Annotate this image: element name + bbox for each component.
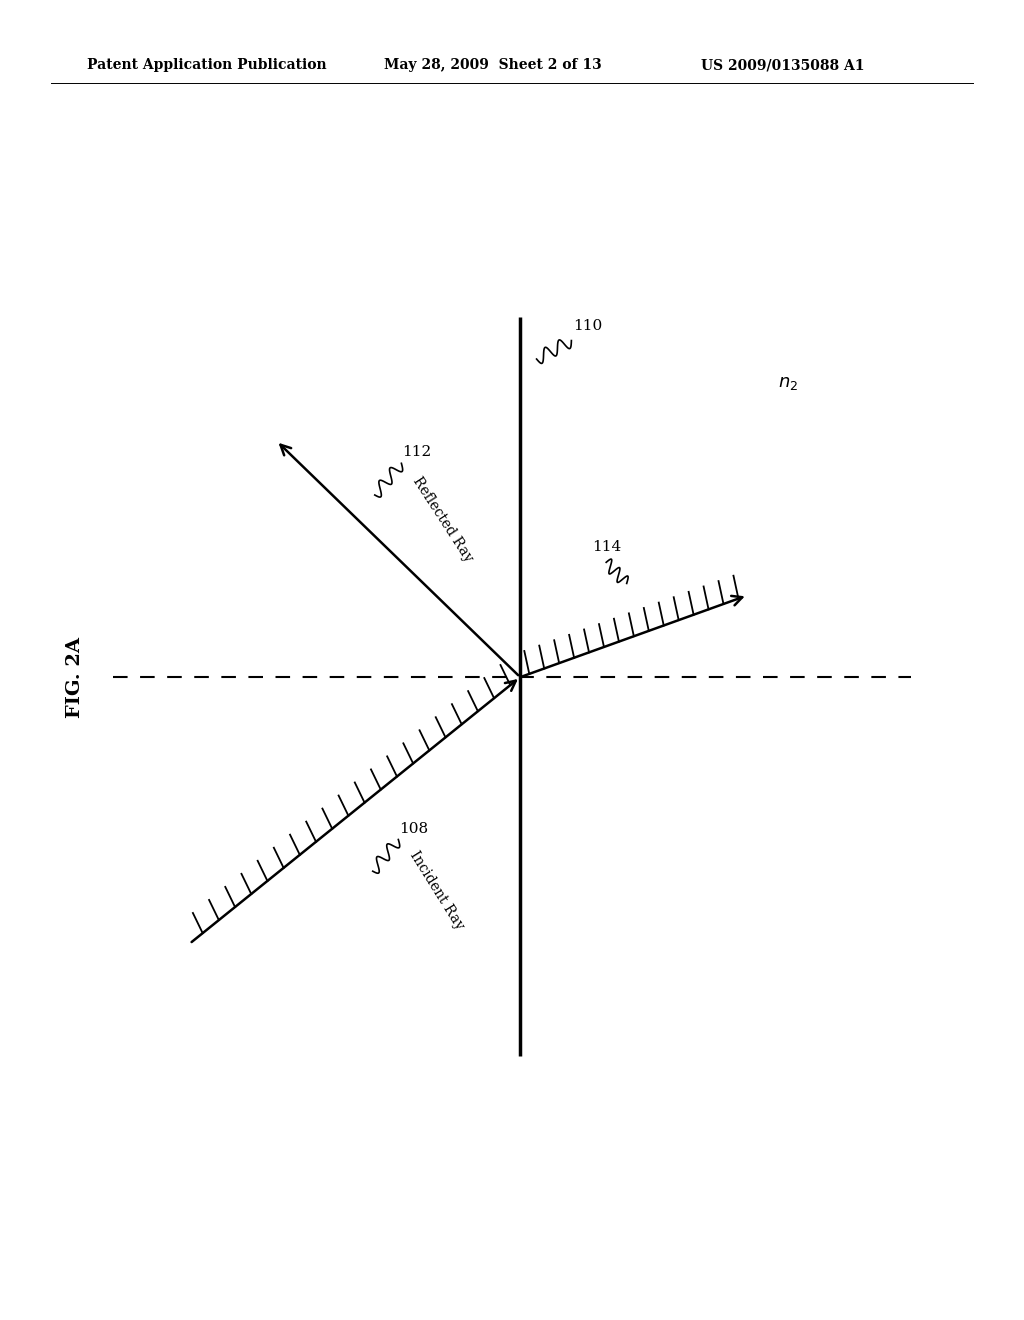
Text: Reflected Ray: Reflected Ray bbox=[410, 474, 475, 564]
Text: 112: 112 bbox=[402, 445, 432, 459]
Text: Patent Application Publication: Patent Application Publication bbox=[87, 58, 327, 73]
Text: 110: 110 bbox=[573, 318, 603, 333]
Text: Incident Ray: Incident Ray bbox=[407, 849, 466, 932]
Text: FIG. 2A: FIG. 2A bbox=[66, 636, 84, 718]
Text: 108: 108 bbox=[399, 821, 428, 836]
Text: US 2009/0135088 A1: US 2009/0135088 A1 bbox=[701, 58, 865, 73]
Text: 114: 114 bbox=[592, 540, 622, 554]
Text: May 28, 2009  Sheet 2 of 13: May 28, 2009 Sheet 2 of 13 bbox=[384, 58, 602, 73]
Text: $n_2$: $n_2$ bbox=[778, 374, 799, 392]
